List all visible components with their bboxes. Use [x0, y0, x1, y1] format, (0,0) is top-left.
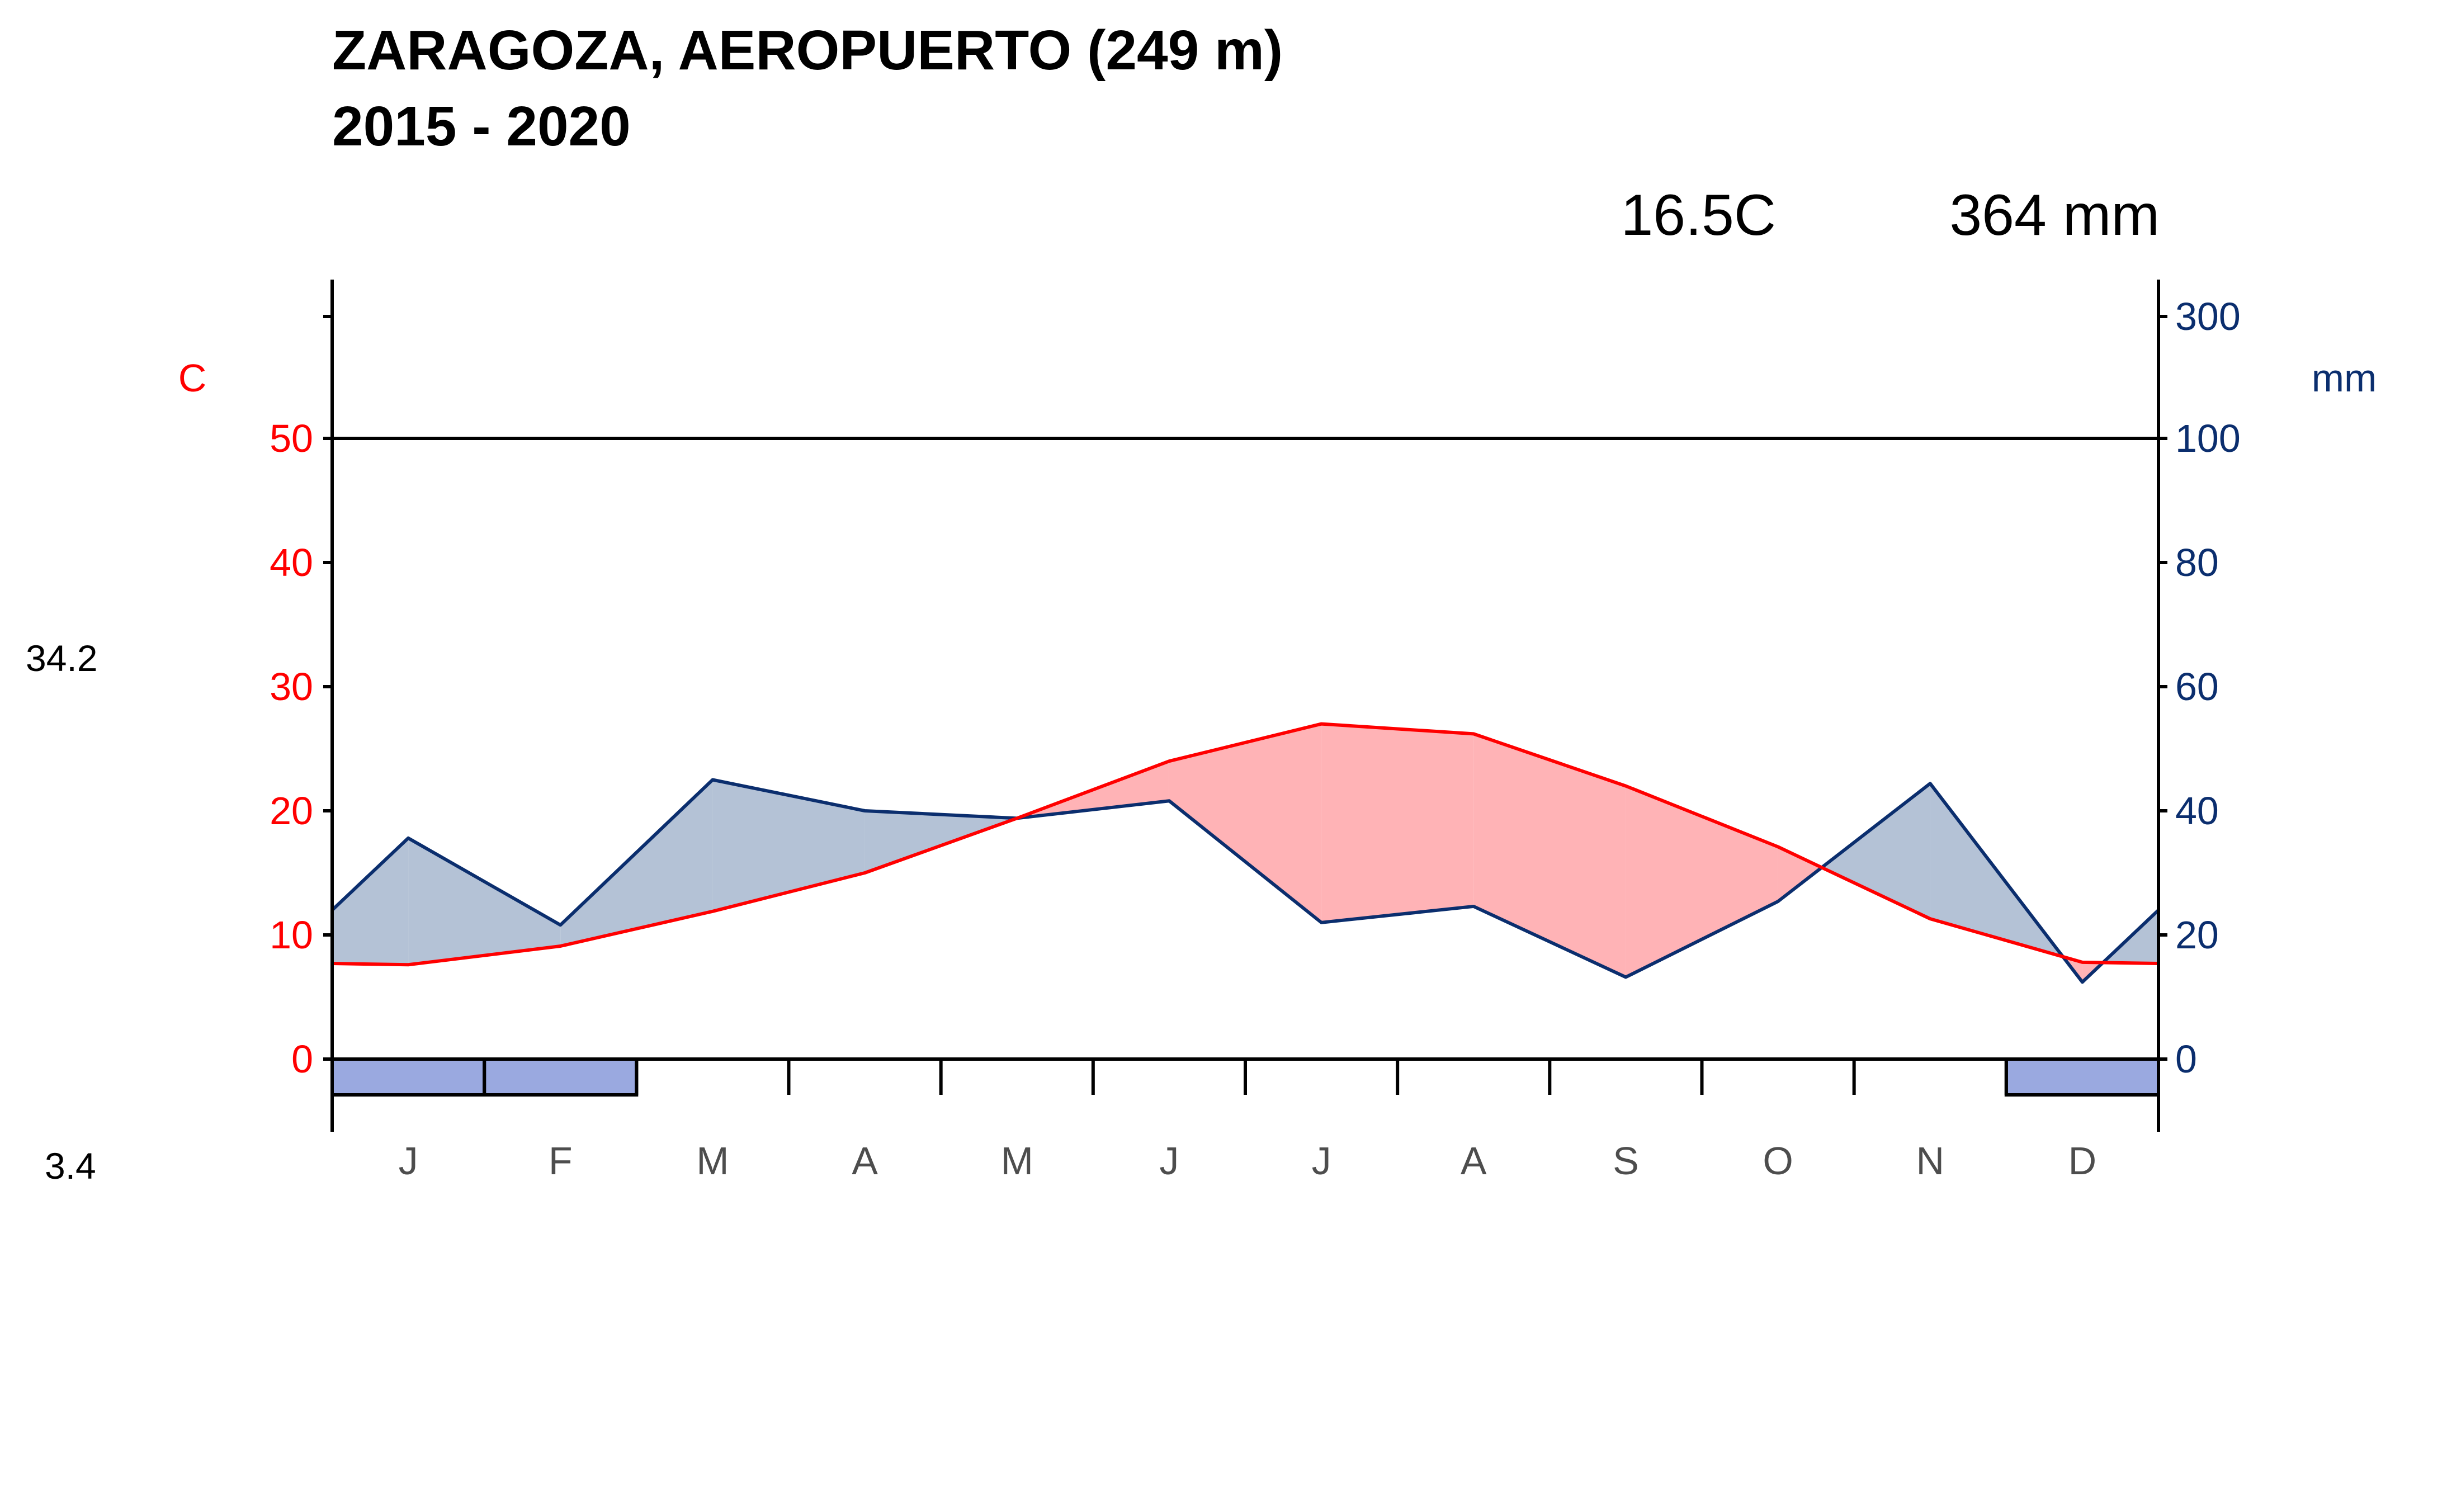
month-label: M [1001, 1139, 1033, 1183]
chart-title: ZARAGOZA, AEROPUERTO (249 m) [332, 19, 1283, 82]
precipitation-axis-unit: mm [2312, 356, 2377, 400]
precipitation-line [330, 778, 2160, 984]
series-lines-layer [330, 722, 2160, 984]
frost-month-box [2004, 1057, 2160, 1097]
month-label: O [1763, 1139, 1793, 1183]
dry-area [1473, 734, 1626, 977]
absolute-max-temp-label: 34.2 [26, 637, 97, 679]
temperature-axis-unit: C [178, 356, 207, 400]
month-label: M [696, 1139, 729, 1183]
right-tick-label: 0 [2175, 1037, 2197, 1081]
right-tick-label: 100 [2175, 417, 2241, 460]
left-tick-label: 40 [270, 541, 313, 584]
left-tick-label: 20 [270, 789, 313, 833]
right-tick-label: 40 [2175, 789, 2219, 833]
temperature-line [332, 722, 2159, 967]
frost-month-box [483, 1057, 639, 1097]
month-label: D [2068, 1139, 2097, 1183]
axes-layer [323, 280, 2167, 1132]
left-tick-label: 10 [270, 913, 313, 957]
dry-area [1169, 724, 1322, 923]
humid-area [712, 779, 865, 911]
humid-area [1821, 783, 1930, 919]
chart-subtitle-period: 2015 - 2020 [332, 95, 631, 158]
humid-area [408, 838, 561, 965]
dry-area [1321, 724, 1474, 923]
right-tick-label: 80 [2175, 541, 2219, 584]
month-label: A [1461, 1139, 1487, 1183]
month-label: S [1613, 1139, 1639, 1183]
mean-temperature-label: 16.5C [1621, 183, 1776, 248]
right-tick-label: 60 [2175, 665, 2219, 708]
annual-precipitation-label: 364 mm [1949, 183, 2160, 248]
dry-area [1778, 847, 1822, 902]
left-tick-label: 0 [291, 1037, 313, 1081]
humid-area [560, 779, 713, 946]
left-tick-label: 50 [270, 417, 313, 460]
humid-dry-fill-layer [332, 724, 2158, 982]
tick-labels-layer: 0 10 20 30 40 50 0 20 40 60 80 100 300 [270, 295, 2241, 1081]
right-tick-label: 300 [2175, 295, 2241, 338]
left-tick-label: 30 [270, 665, 313, 708]
right-tick-label: 20 [2175, 913, 2219, 957]
frost-month-box [330, 1057, 486, 1097]
month-label: F [549, 1139, 573, 1183]
month-label: J [1312, 1139, 1331, 1183]
dry-area [1626, 786, 1778, 977]
month-label: J [399, 1139, 418, 1183]
humid-area [865, 811, 1017, 873]
month-label: A [852, 1139, 878, 1183]
absolute-min-temp-label: 3.4 [45, 1145, 96, 1187]
month-label: N [1916, 1139, 1944, 1183]
month-label: J [1159, 1139, 1179, 1183]
humid-area [332, 838, 409, 965]
